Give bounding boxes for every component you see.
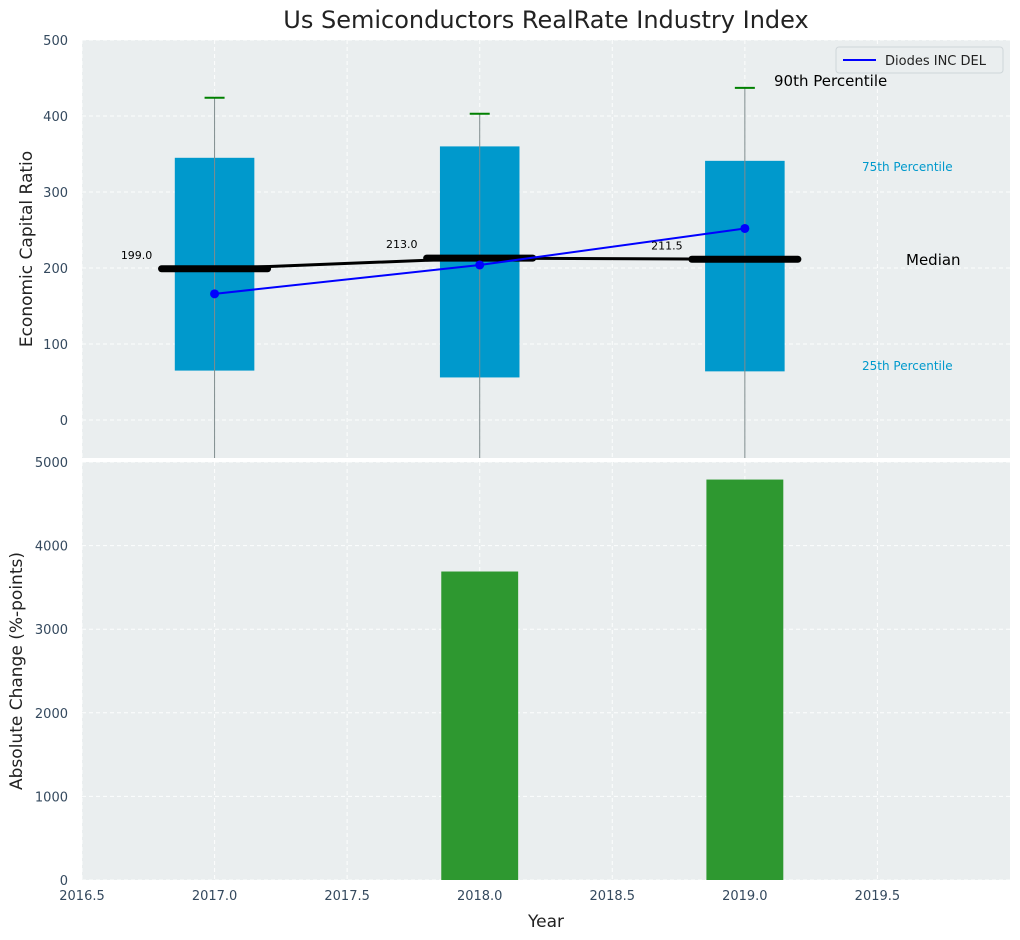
- company-series-point: [740, 223, 750, 233]
- company-series-point: [210, 289, 220, 299]
- bottom-y-tick-label: 5000: [35, 456, 68, 471]
- x-tick-label: 2018.5: [590, 889, 636, 904]
- bottom-y-tick-label: 0: [60, 874, 68, 889]
- median-value-label: 199.0: [121, 249, 153, 262]
- median-value-label: 213.0: [386, 238, 418, 251]
- bottom-y-tick-label: 1000: [35, 790, 68, 805]
- legend-label: Diodes INC DEL: [885, 54, 987, 69]
- x-tick-label: 2019.0: [722, 889, 768, 904]
- x-axis-title: Year: [527, 912, 564, 932]
- top-y-axis-title: Economic Capital Ratio: [17, 151, 37, 347]
- bottom-plot-area: [82, 462, 1010, 880]
- x-tick-label: 2018.0: [457, 889, 503, 904]
- company-series-point: [475, 260, 485, 270]
- change-bar: [441, 571, 519, 880]
- bottom-y-tick-label: 4000: [35, 540, 68, 555]
- x-tick-label: 2019.5: [855, 889, 901, 904]
- x-tick-label: 2016.5: [59, 889, 105, 904]
- top-y-tick-label: 400: [43, 110, 68, 125]
- chart-title: Us Semiconductors RealRate Industry Inde…: [283, 6, 808, 34]
- top-y-tick-label: 100: [43, 338, 68, 353]
- top-y-tick-label: 300: [43, 186, 68, 201]
- x-tick-label: 2017.5: [324, 889, 370, 904]
- top-y-tick-label: 200: [43, 262, 68, 277]
- bottom-y-tick-label: 2000: [35, 707, 68, 722]
- change-bar: [706, 479, 784, 880]
- legend-box: [835, 46, 1004, 74]
- top-y-tick-label: 500: [43, 34, 68, 49]
- p25-annotation: 25th Percentile: [862, 359, 953, 373]
- top-y-tick-label: 0: [60, 414, 68, 429]
- bottom-y-tick-label: 3000: [35, 623, 68, 638]
- median-value-label: 211.5: [651, 239, 683, 252]
- x-tick-label: 2017.0: [192, 889, 238, 904]
- median-annotation: Median: [906, 251, 961, 269]
- p90-annotation: 90th Percentile: [774, 72, 887, 90]
- bottom-y-axis-title: Absolute Change (%-points): [7, 552, 27, 790]
- p75-annotation: 75th Percentile: [862, 160, 953, 174]
